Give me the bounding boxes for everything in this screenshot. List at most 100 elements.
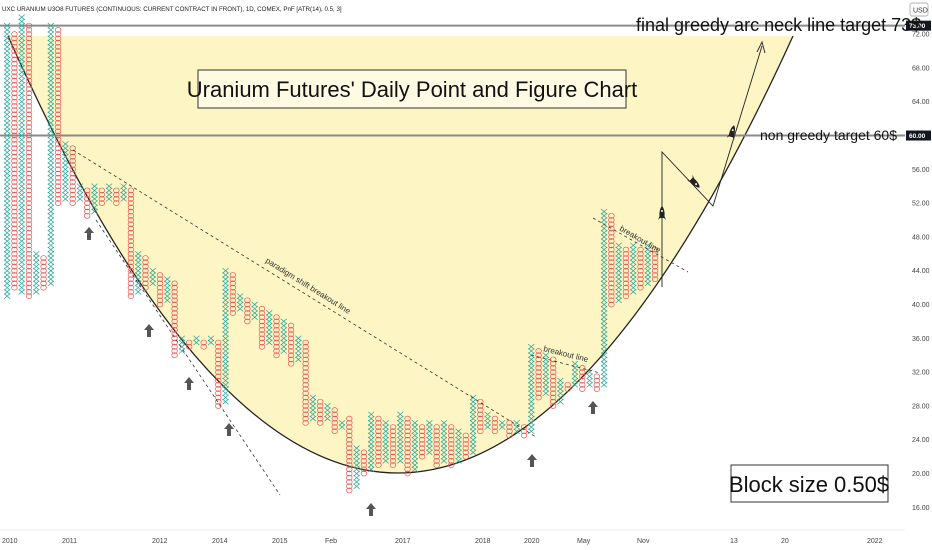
x-tick-label: Nov <box>637 538 650 545</box>
o-mark <box>215 369 222 375</box>
o-mark <box>287 343 295 350</box>
o-column <box>273 314 280 359</box>
o-mark <box>244 318 251 325</box>
o-mark <box>215 356 222 363</box>
o-mark <box>84 187 91 194</box>
o-mark <box>156 272 164 278</box>
x-mark <box>47 179 55 185</box>
o-mark <box>433 445 440 452</box>
o-mark <box>346 466 353 473</box>
o-mark <box>40 267 47 274</box>
o-mark <box>244 301 251 308</box>
o-mark <box>448 428 455 435</box>
x-mark <box>164 276 171 283</box>
x-mark <box>47 229 55 236</box>
x-mark <box>440 432 448 439</box>
o-mark <box>142 267 149 274</box>
x-column <box>207 335 215 346</box>
x-mark <box>528 377 535 384</box>
x-mark <box>3 225 11 232</box>
o-mark <box>258 318 266 325</box>
y-tick-label: 36.00 <box>912 336 930 343</box>
x-mark <box>484 424 491 430</box>
x-column <box>309 394 317 422</box>
o-mark <box>69 162 76 168</box>
x-mark <box>600 373 608 380</box>
o-mark <box>389 441 397 447</box>
o-mark <box>25 272 33 278</box>
x-mark <box>411 466 419 473</box>
x-mark <box>353 466 360 473</box>
x-mark <box>3 149 11 156</box>
x-mark <box>18 60 25 67</box>
o-mark <box>54 158 62 164</box>
o-mark <box>11 191 18 198</box>
x-mark <box>266 339 273 346</box>
o-mark <box>331 419 338 426</box>
x-mark <box>600 352 608 359</box>
o-mark <box>287 322 295 329</box>
x-mark <box>3 56 11 63</box>
x-mark <box>33 255 40 261</box>
x-mark <box>542 377 550 384</box>
x-mark <box>367 419 375 426</box>
breakout-line-may <box>592 217 689 273</box>
x-mark <box>3 136 11 143</box>
x-mark <box>47 225 55 232</box>
x-mark <box>600 250 608 257</box>
o-mark <box>462 436 469 443</box>
x-mark <box>3 242 11 249</box>
x-mark <box>615 250 622 257</box>
arc-region <box>7 35 794 474</box>
o-mark <box>25 103 33 109</box>
rocket-fins <box>658 215 666 220</box>
o-mark <box>491 419 499 426</box>
o-mark <box>25 149 33 156</box>
x-mark <box>600 365 608 371</box>
o-column <box>54 27 62 206</box>
o-mark <box>25 94 33 101</box>
x-mark <box>18 149 25 156</box>
x-mark <box>600 360 608 367</box>
o-mark <box>433 436 440 443</box>
x-mark <box>367 415 375 422</box>
x-mark <box>309 407 317 414</box>
x-mark <box>324 415 331 422</box>
o-mark <box>25 115 33 122</box>
x-mark <box>18 288 25 295</box>
o-mark <box>11 225 18 232</box>
up-arrow-icon <box>144 324 154 337</box>
o-mark <box>25 73 33 80</box>
x-mark <box>367 428 375 435</box>
o-column <box>535 348 542 401</box>
x-column <box>76 183 84 202</box>
o-mark <box>346 445 353 452</box>
o-mark <box>11 272 18 278</box>
o-mark <box>302 386 309 392</box>
x-mark <box>600 381 608 388</box>
x-mark <box>600 318 608 325</box>
o-mark <box>25 132 33 139</box>
x-mark <box>47 132 55 139</box>
x-mark <box>3 288 11 295</box>
x-column <box>105 183 113 202</box>
x-mark <box>3 162 11 168</box>
x-mark <box>76 187 84 194</box>
x-mark <box>411 428 419 435</box>
x-mark <box>542 386 550 392</box>
x-mark <box>33 288 40 295</box>
o-mark <box>622 263 630 270</box>
x-mark <box>47 124 55 130</box>
x-mark <box>3 238 11 245</box>
x-mark <box>630 284 637 291</box>
x-mark <box>484 415 491 422</box>
x-mark <box>33 263 40 270</box>
o-mark <box>608 289 615 295</box>
o-mark <box>25 191 33 198</box>
o-column <box>142 255 149 291</box>
o-column <box>389 424 397 468</box>
x-mark <box>571 381 579 388</box>
o-mark <box>25 128 33 135</box>
o-mark <box>25 204 33 211</box>
x-mark <box>47 217 55 223</box>
